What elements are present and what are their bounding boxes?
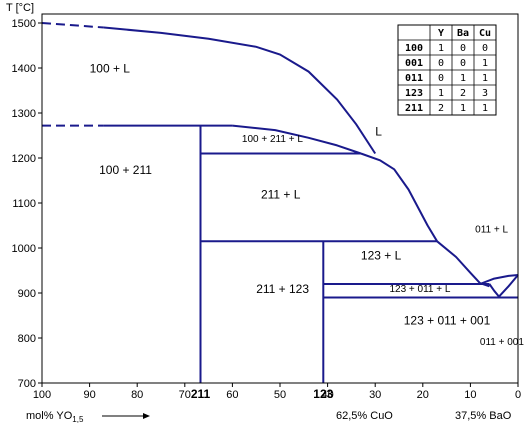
x-tick-label: 50 [274, 389, 286, 401]
x-special-tick-label: 123 [313, 387, 333, 401]
table-cell: 001 [405, 58, 423, 69]
table-cell: 1 [460, 103, 466, 114]
table-cell: 0 [438, 73, 444, 84]
table-cell: 1 [438, 43, 444, 54]
region-label: 100 + L [90, 62, 131, 76]
y-tick-label: 800 [18, 333, 36, 345]
region-label: 011 + 001 + L [480, 337, 527, 348]
region-label: 011 + L [475, 224, 508, 235]
x-tick-label: 70 [179, 389, 191, 401]
table-cell: 100 [405, 43, 423, 54]
table-cell: 0 [438, 58, 444, 69]
y-tick-label: 1300 [12, 108, 36, 120]
region-label: 211 + L [261, 188, 301, 202]
y-tick-label: 700 [18, 378, 36, 390]
dip-left [488, 283, 500, 298]
y-tick-label: 900 [18, 288, 36, 300]
region-label: 123 + L [361, 248, 402, 262]
phase-lines [41, 22, 519, 383]
table-cell: 0 [482, 43, 488, 54]
x-tick-label: 90 [83, 389, 95, 401]
x-tick-label: 100 [33, 389, 51, 401]
region-label: 100 + 211 [99, 163, 152, 177]
x-tick-label: 40 [321, 389, 333, 401]
table-cell: 123 [405, 88, 423, 99]
liquidus-100 [103, 26, 377, 155]
x-tick-label: 80 [131, 389, 143, 401]
liquidus-123 [360, 152, 438, 242]
region-label: L [375, 125, 382, 139]
y-tick-label: 1500 [12, 18, 36, 30]
table-cell: Cu [479, 28, 491, 39]
table-cell: 211 [405, 103, 423, 114]
y-tick-label: 1200 [12, 153, 36, 165]
table-cell: 1 [482, 58, 488, 69]
table-cell: Y [438, 28, 444, 39]
x-tick-label: 60 [226, 389, 238, 401]
table-cell: 2 [438, 103, 444, 114]
y-axis-label: T [°C] [6, 2, 34, 14]
table-cell: 1 [460, 73, 466, 84]
x-label-cuo: 62,5% CuO [336, 410, 393, 422]
x-tick-label: 10 [464, 389, 476, 401]
table-cell: 1 [482, 103, 488, 114]
table-cell: 0 [460, 58, 466, 69]
region-label: 123 + 011 + 001 [404, 314, 491, 328]
x-tick-label: 0 [515, 389, 521, 401]
table-cell: 011 [405, 73, 423, 84]
liquidus-tail [436, 240, 490, 288]
liquidus-211 [232, 124, 362, 155]
x-axis-label: mol% YO1,5 [26, 410, 84, 424]
table-cell: 0 [460, 43, 466, 54]
x-special-tick-label: 211 [191, 387, 211, 401]
table-cell: 1 [438, 88, 444, 99]
liquidus-100-dashed [41, 22, 104, 29]
region-label: 100 + 211 + L [242, 134, 303, 145]
x-axis-arrow [102, 413, 150, 419]
table-cell: 2 [460, 88, 466, 99]
y-tick-label: 1000 [12, 243, 36, 255]
y-tick-label: 1100 [12, 198, 36, 210]
table-cell: 1 [482, 73, 488, 84]
table-cell: 3 [482, 88, 488, 99]
region-label: 123 + 011 + L [389, 284, 450, 295]
dip-right [498, 274, 519, 298]
liquidus-011 [479, 274, 519, 285]
x-tick-label: 20 [417, 389, 429, 401]
y-tick-label: 1400 [12, 63, 36, 75]
table-cell: Ba [457, 28, 469, 39]
x-tick-label: 30 [369, 389, 381, 401]
region-label: 211 + 123 [256, 282, 309, 296]
x-label-bao: 37,5% BaO [455, 410, 512, 422]
